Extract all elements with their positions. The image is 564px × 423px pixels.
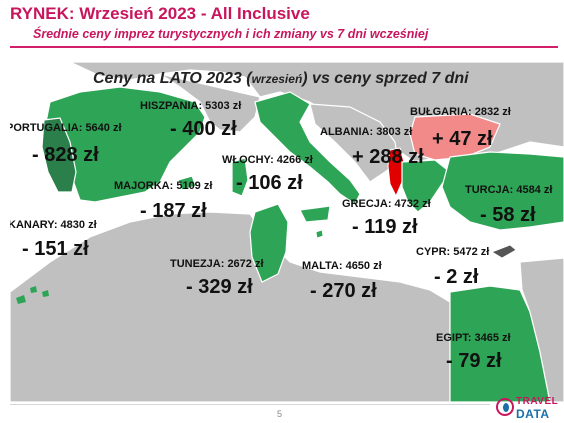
label-malta: MALTA: 4650 zł	[302, 260, 382, 272]
map-heading-main: Ceny na LATO 2023 (	[93, 70, 252, 87]
land-middle-east	[519, 257, 564, 402]
change-hiszpania: - 400 zł	[170, 118, 237, 140]
globe-icon	[496, 398, 514, 416]
land-sycylia	[299, 205, 331, 223]
change-turcja: - 58 zł	[480, 204, 536, 226]
travel-data-logo: TRAVEL DATA	[494, 396, 560, 422]
land-grecja	[401, 159, 451, 213]
change-albania: + 288 zł	[352, 146, 424, 168]
label-albania: ALBANIA: 3803 zł	[320, 126, 413, 138]
map-shapes	[10, 62, 564, 402]
map-heading-end: ) vs ceny sprzed 7 dni	[302, 70, 469, 87]
mediterranean-map: Ceny na LATO 2023 (wrzesień) vs ceny spr…	[10, 62, 564, 402]
land-albania	[387, 147, 405, 198]
land-wlochy	[254, 91, 361, 205]
change-portugalia: - 828 zł	[32, 144, 99, 166]
land-kanary-2	[30, 286, 37, 293]
label-tunezja: TUNEZJA: 2672 zł	[170, 258, 264, 270]
slide-subtitle: Średnie ceny imprez turystycznych i ich …	[33, 27, 429, 41]
map-heading-small: wrzesień	[251, 72, 303, 86]
change-majorka: - 187 zł	[140, 200, 207, 222]
land-malta	[315, 229, 324, 239]
label-kanary: KANARY: 4830 zł	[10, 219, 97, 231]
land-majorka	[177, 175, 197, 191]
label-cypr: CYPR: 5472 zł	[416, 246, 490, 258]
change-wlochy: - 106 zł	[236, 172, 303, 194]
land-portugalia	[41, 117, 77, 193]
label-bulgaria: BUŁGARIA: 2832 zł	[410, 106, 511, 118]
change-cypr: - 2 zł	[434, 266, 479, 288]
logo-text-travel: TRAVEL	[516, 396, 559, 407]
label-hiszpania: HISZPANIA: 5303 zł	[140, 100, 242, 112]
footer-line	[10, 404, 490, 405]
land-balkans	[309, 103, 399, 183]
slide-title: RYNEK: Wrzesień 2023 - All Inclusive	[10, 4, 310, 23]
label-wlochy: WŁOCHY: 4266 zł	[222, 154, 313, 166]
change-tunezja: - 329 zł	[186, 276, 253, 298]
label-portugalia: PORTUGALIA: 5640 zł	[10, 122, 122, 134]
land-sardynia	[231, 157, 249, 197]
land-kanary-3	[42, 290, 49, 297]
change-kanary: - 151 zł	[22, 238, 89, 260]
logo-text-data: DATA	[516, 407, 550, 421]
change-bulgaria: + 47 zł	[432, 128, 493, 150]
change-egipt: - 79 zł	[446, 350, 502, 372]
land-kanary-1	[16, 295, 26, 304]
change-grecja: - 119 zł	[352, 216, 418, 238]
page-number: 5	[277, 409, 283, 419]
land-tunezja	[249, 203, 289, 283]
land-turcja	[441, 151, 564, 231]
land-cypr	[491, 244, 517, 259]
label-turcja: TURCJA: 4584 zł	[465, 184, 553, 196]
map-heading: Ceny na LATO 2023 (wrzesień) vs ceny spr…	[93, 70, 469, 88]
change-malta: - 270 zł	[310, 280, 377, 302]
label-egipt: EGIPT: 3465 zł	[436, 332, 511, 344]
label-grecja: GRECJA: 4732 zł	[342, 198, 431, 210]
title-separator	[10, 46, 558, 48]
label-majorka: MAJORKA: 5109 zł	[114, 180, 213, 192]
